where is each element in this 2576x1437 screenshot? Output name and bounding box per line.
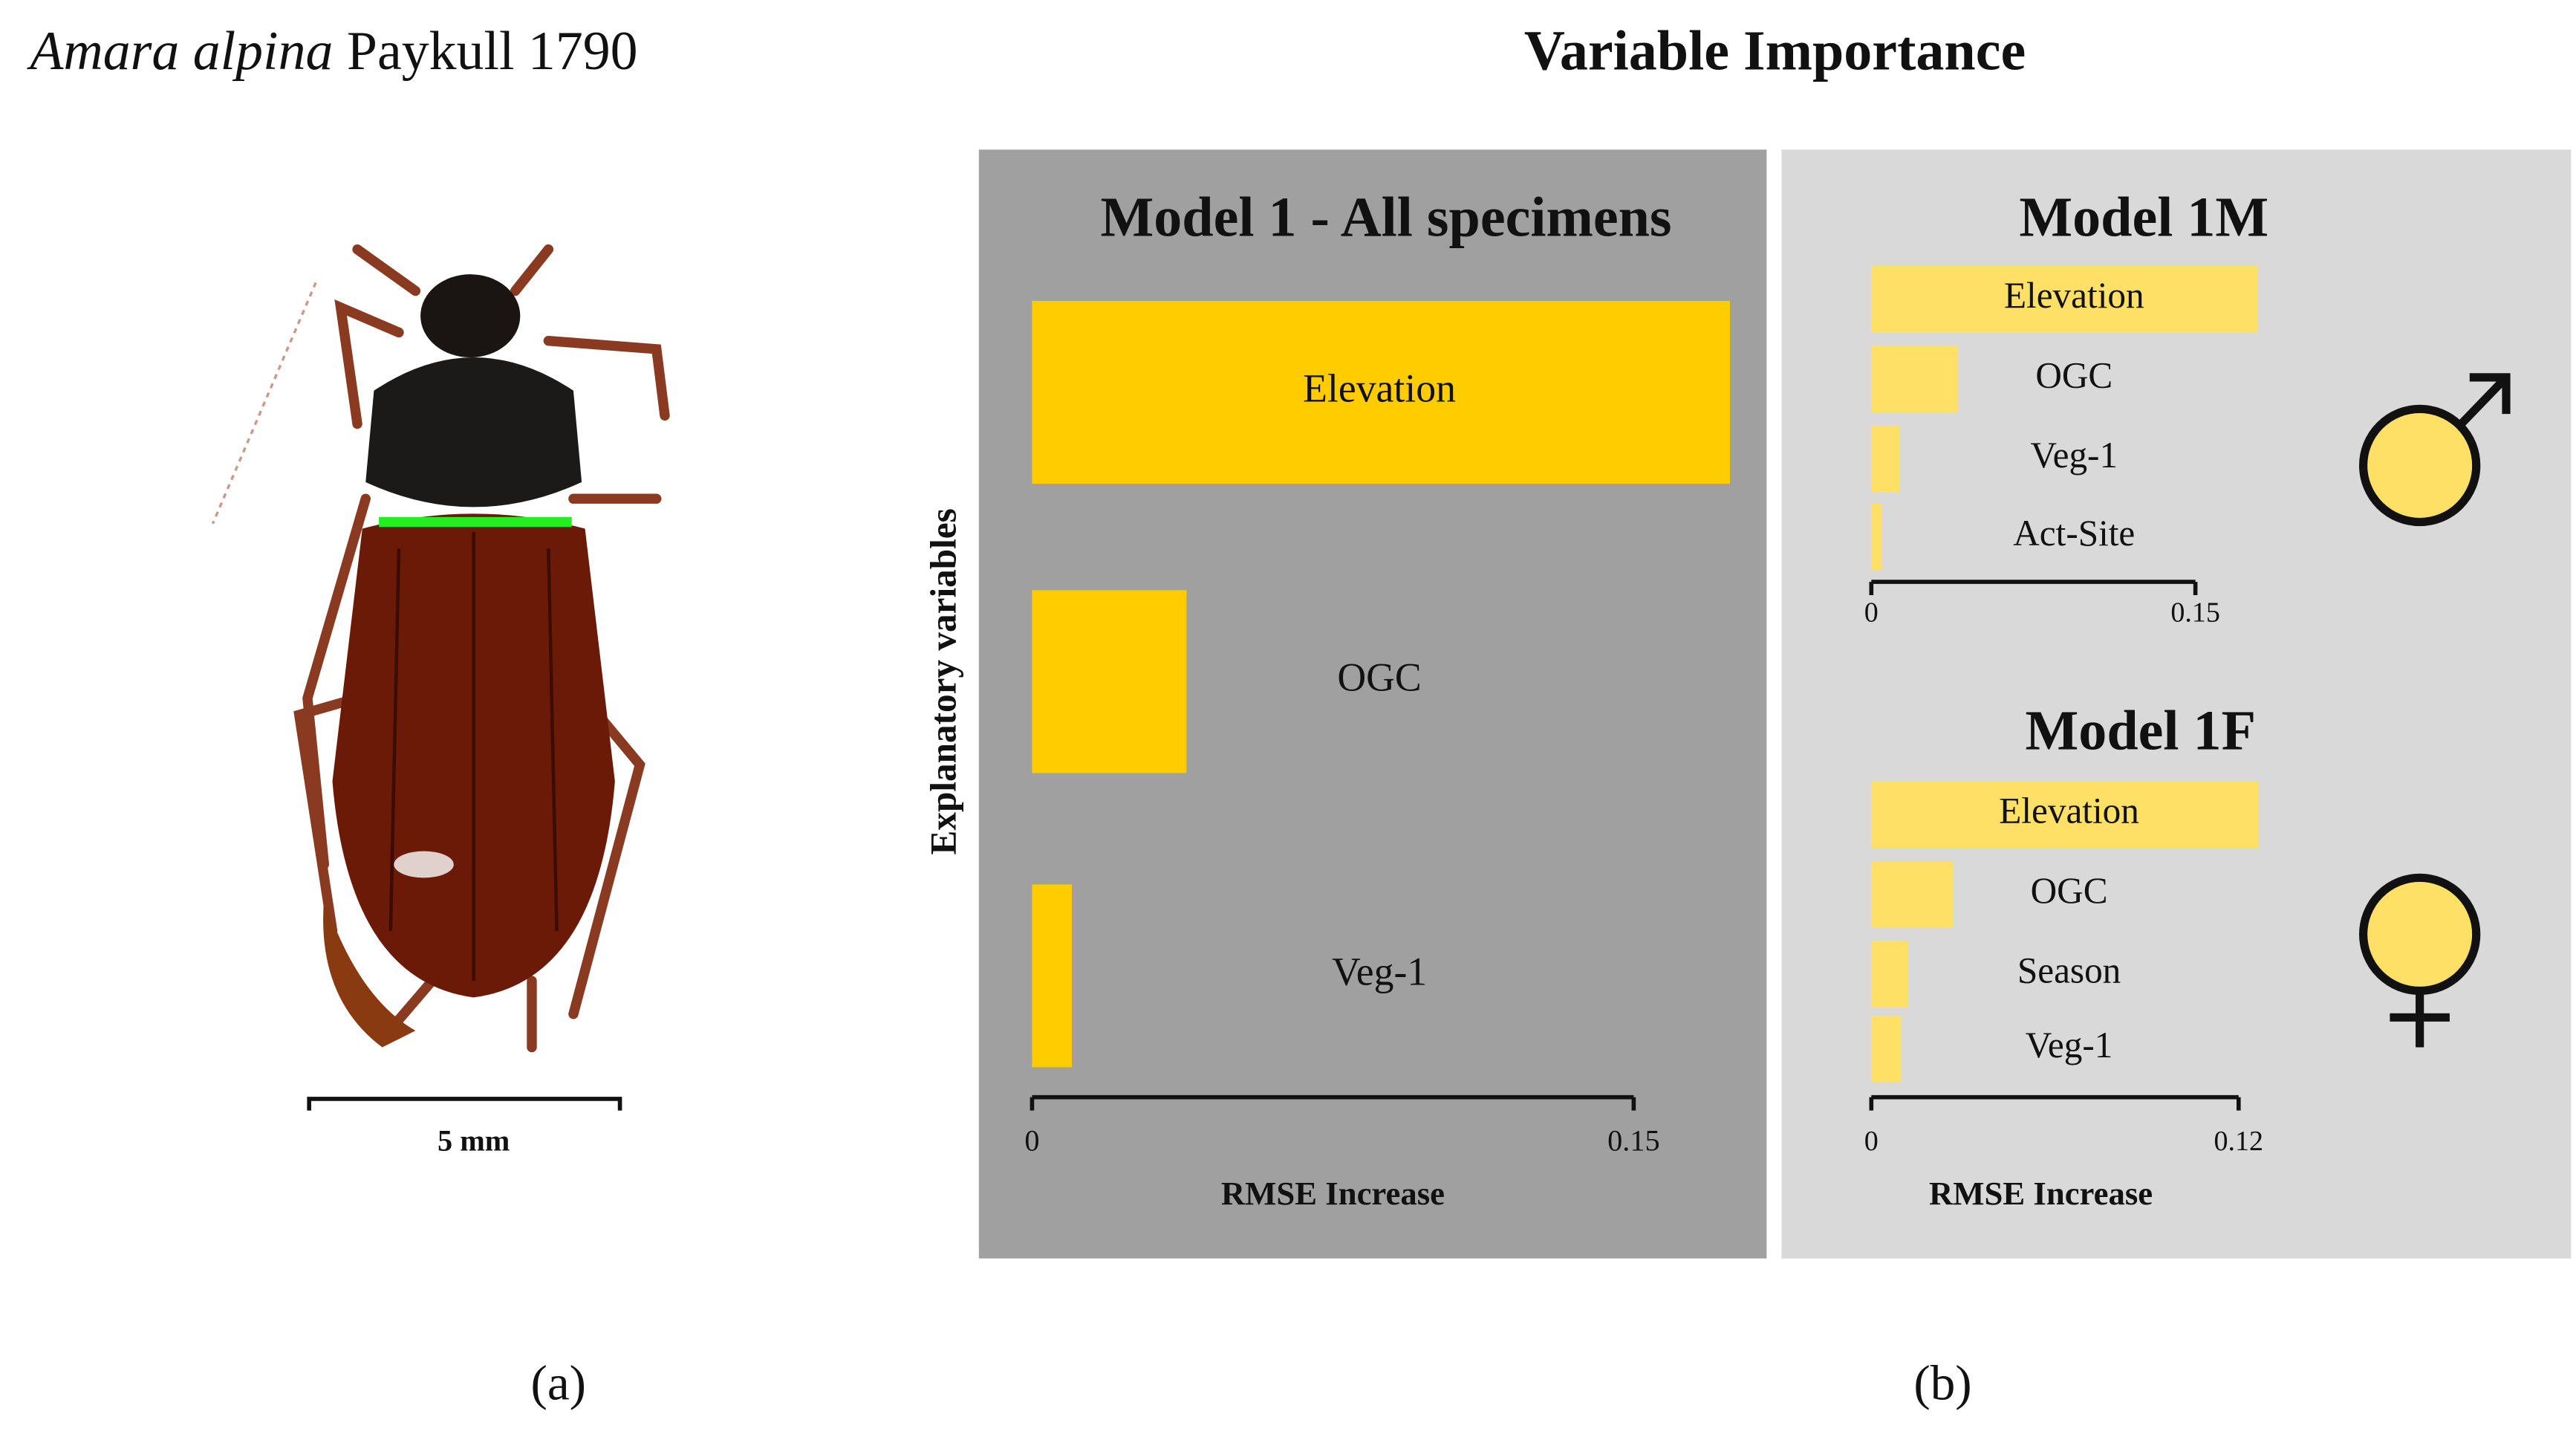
bar: [1871, 1016, 1902, 1083]
x-axis-label: RMSE Increase: [1929, 1175, 2153, 1212]
y-axis-label: Explanatory variables: [923, 508, 964, 854]
beetle-photo: [211, 244, 670, 1053]
species-genus: Amara alpina: [26, 20, 333, 81]
panel-label: (a): [531, 1355, 586, 1411]
category-label: Act-Site: [2013, 513, 2135, 554]
bar: [1871, 941, 1908, 1008]
bar: [1871, 781, 2259, 849]
category-label: OGC: [2031, 870, 2108, 911]
x-tick-label: 0.15: [1607, 1124, 1659, 1158]
category-label: Veg-1: [2031, 435, 2118, 476]
chart-title: Model 1M: [2019, 186, 2268, 248]
male-symbol: [2358, 373, 2511, 527]
chart-title: Model 1F: [2026, 700, 2257, 762]
bar: [1871, 265, 2258, 333]
panel-background: [1781, 149, 2572, 1259]
bar: [1871, 503, 1882, 571]
x-axis-label: RMSE Increase: [1221, 1175, 1445, 1212]
bar: [1871, 346, 1958, 412]
x-tick-label: 0: [1864, 597, 1879, 629]
bar: [1871, 860, 1953, 928]
x-tick-label: 0.15: [2170, 597, 2220, 629]
category-label: Veg-1: [2026, 1025, 2113, 1065]
bar: [1032, 590, 1187, 773]
heading: Variable Importance: [1524, 20, 2026, 82]
x-tick-label: 0: [1864, 1126, 1879, 1157]
category-label: Veg-1: [1332, 950, 1427, 994]
bar: [1871, 425, 1900, 493]
species-author: Paykull 1790: [347, 20, 638, 81]
bar: [1032, 884, 1072, 1068]
category-label: Elevation: [1303, 366, 1456, 410]
bar: [1032, 300, 1730, 484]
x-tick-label: 0.12: [2214, 1126, 2264, 1157]
category-label: OGC: [2035, 354, 2112, 395]
scale-label: 5 mm: [438, 1124, 510, 1158]
scale-bar: 5 mm: [307, 1097, 622, 1158]
female-symbol: [2358, 873, 2481, 1048]
chart-title: Model 1 - All specimens: [1100, 186, 1671, 248]
x-tick-label: 0: [1024, 1124, 1039, 1158]
category-label: Season: [2017, 950, 2121, 990]
panel-label: (b): [1913, 1355, 1971, 1411]
species-title: Amara alpina Paykull 1790: [26, 20, 637, 81]
category-label: OGC: [1337, 655, 1421, 700]
category-label: Elevation: [1999, 791, 2139, 831]
category-label: Elevation: [2004, 275, 2144, 316]
